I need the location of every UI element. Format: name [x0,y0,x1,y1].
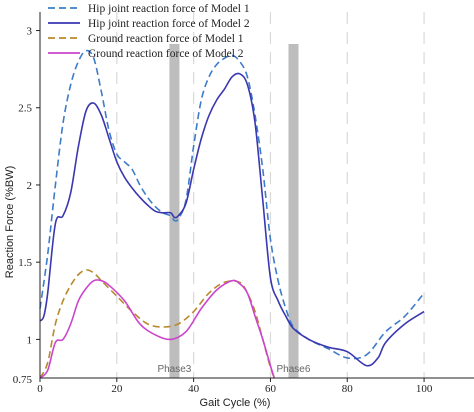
x-tick-label: 80 [342,383,354,395]
legend-label: Hip joint reaction force of Model 1 [88,3,250,15]
phase-label: Phase6 [277,364,311,375]
x-tick-label: 20 [111,383,123,395]
y-axis-label: Reaction Force (%BW) [4,166,16,278]
gridlines [116,12,425,378]
phase-label: Phase3 [157,364,191,375]
y-tick-label: 2.5 [18,103,32,115]
y-tick-label: 3 [27,26,33,38]
x-axis-label: Gait Cycle (%) [200,397,271,409]
series-line-1 [39,49,425,360]
axes [39,12,474,379]
series-line-4 [39,279,276,379]
x-tick-label: 40 [188,383,200,395]
x-tick-label: 100 [416,383,433,395]
x-tick-label: 0 [37,383,43,395]
legend: Hip joint reaction force of Model 1 Hip j… [48,3,250,60]
phase-band [169,44,180,378]
phase-bands: Phase3 Phase6 [157,44,311,378]
y-tick-label: 1.5 [18,257,32,269]
y-axis-origin-label: 0.75 [13,374,33,386]
x-ticks: 0 20 40 60 80 100 [37,378,433,395]
legend-label: Ground reaction force of Model 2 [88,48,244,60]
y-tick-label: 2 [27,180,33,192]
legend-label: Hip joint reaction force of Model 2 [88,18,250,30]
legend-label: Ground reaction force of Model 1 [88,33,244,45]
series-line-2 [39,72,425,367]
phase-band [288,44,299,378]
x-tick-label: 60 [265,383,277,395]
series-lines [39,49,425,379]
y-tick-label: 1 [27,334,33,346]
series-line-3 [39,269,276,379]
y-ticks: 1 1.5 2 2.5 3 [18,26,40,346]
